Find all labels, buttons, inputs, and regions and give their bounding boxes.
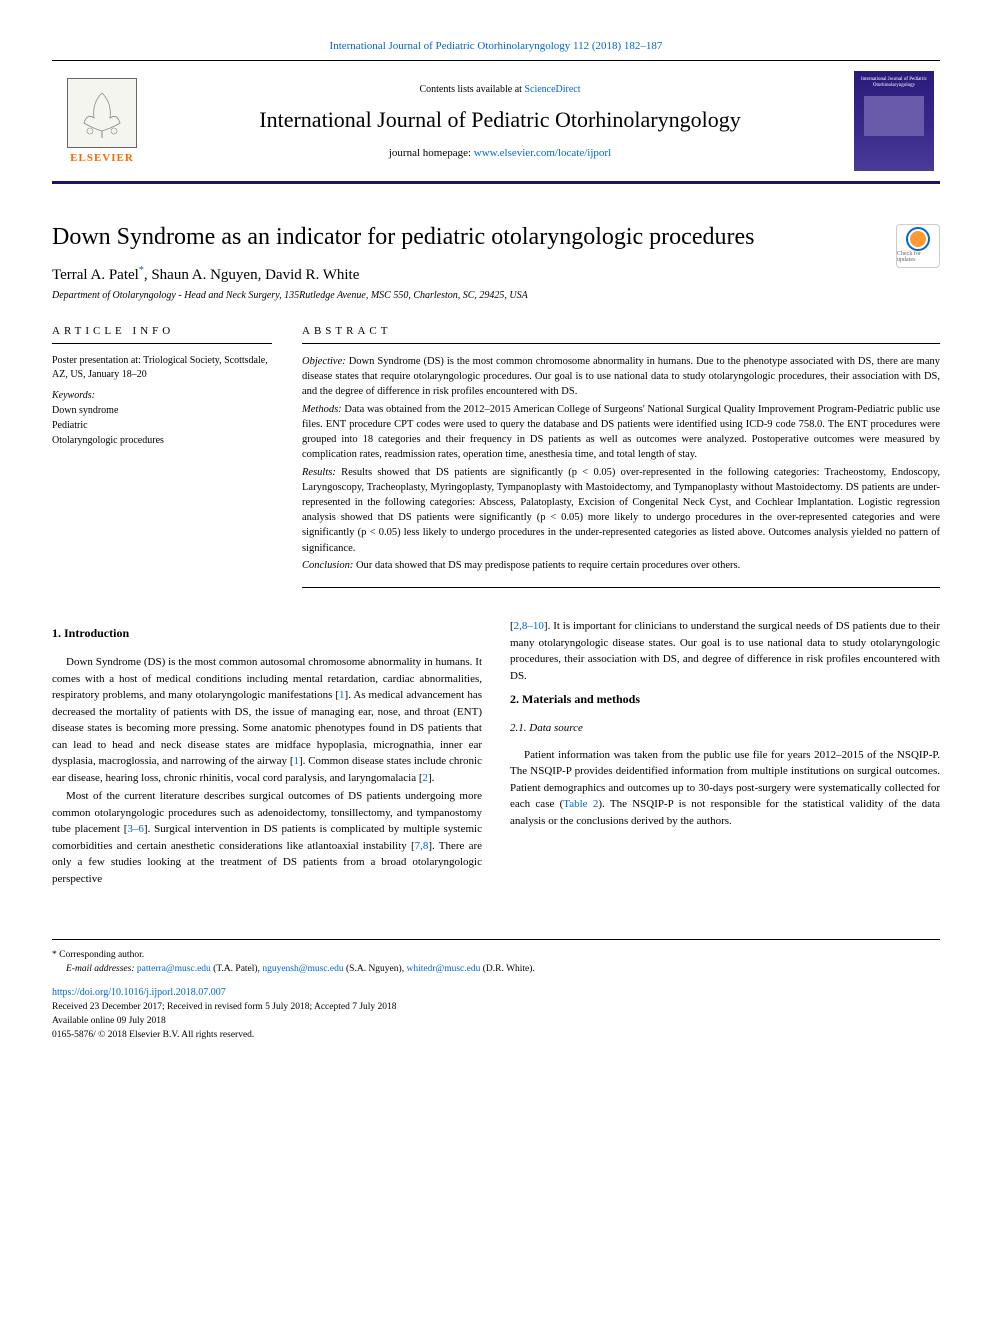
masthead-center: Contents lists available at ScienceDirec… [152,61,848,181]
homepage-label: journal homepage: [389,147,474,159]
cover-thumb-title: International Journal of Pediatric Otorh… [858,77,930,88]
keyword: Otolaryngologic procedures [52,433,272,448]
journal-cover-thumb[interactable]: International Journal of Pediatric Otorh… [854,71,934,171]
authors: Terral A. Patel*, Shaun A. Nguyen, David… [52,265,940,284]
abstract-conclusion: Our data showed that DS may predispose p… [356,560,740,571]
table-2-link[interactable]: Table 2 [563,798,598,810]
author-2: Shaun A. Nguyen [151,267,257,283]
email-2[interactable]: nguyensh@musc.edu [262,964,343,974]
methods-p1: Patient information was taken from the p… [510,747,940,830]
article-title: Down Syndrome as an indicator for pediat… [52,224,940,251]
author-1: Terral A. Patel [52,267,139,283]
doi-link[interactable]: https://doi.org/10.1016/j.ijporl.2018.07… [52,987,226,998]
email-1-name: (T.A. Patel), [213,964,262,974]
email-label: E-mail addresses: [66,964,137,974]
email-line: E-mail addresses: patterra@musc.edu (T.A… [52,962,940,976]
intro-p2: Most of the current literature describes… [52,788,482,887]
ref-link-2-8-10[interactable]: 2,8–10 [514,620,544,632]
poster-presentation: Poster presentation at: Triological Soci… [52,354,272,382]
cover-thumb-image [864,96,924,136]
abstract-methods: Data was obtained from the 2012–2015 Ame… [302,404,940,461]
footer: * Corresponding author. E-mail addresses… [52,939,940,1042]
abstract-heading: ABSTRACT [302,325,940,344]
affiliation: Department of Otolaryngology - Head and … [52,290,940,301]
ref-link-1b[interactable]: 1 [293,755,299,767]
abstract: ABSTRACT Objective: Down Syndrome (DS) i… [302,325,940,588]
abstract-results: Results showed that DS patients are sign… [302,467,940,554]
abstract-objective-label: Objective: [302,356,346,367]
body-columns: 1. Introduction Down Syndrome (DS) is th… [52,618,940,889]
check-for-updates-button[interactable]: Check for updates [896,224,940,268]
article-info: ARTICLE INFO Poster presentation at: Tri… [52,325,272,588]
email-3[interactable]: whitedr@musc.edu [406,964,480,974]
keywords-label: Keywords: [52,390,272,401]
email-1[interactable]: patterra@musc.edu [137,964,211,974]
section-2-1-heading: 2.1. Data source [510,720,940,737]
article-info-heading: ARTICLE INFO [52,325,272,344]
homepage-line: journal homepage: www.elsevier.com/locat… [389,147,611,159]
column-left: 1. Introduction Down Syndrome (DS) is th… [52,618,482,889]
journal-citation-link[interactable]: International Journal of Pediatric Otorh… [330,40,663,52]
contents-text: Contents lists available at [419,84,524,95]
publisher-name: ELSEVIER [70,152,134,164]
article-header: Check for updates Down Syndrome as an in… [52,224,940,301]
abstract-methods-label: Methods: [302,404,342,415]
masthead: ELSEVIER Contents lists available at Sci… [52,60,940,184]
section-1-heading: 1. Introduction [52,624,482,642]
abstract-body: Objective: Down Syndrome (DS) is the mos… [302,354,940,588]
keywords-list: Down syndrome Pediatric Otolaryngologic … [52,403,272,448]
ref-link-2[interactable]: 2 [423,772,429,784]
elsevier-tree-icon [67,78,137,148]
ref-link-3-6[interactable]: 3–6 [127,823,144,835]
author-sep: , [258,267,266,283]
email-3-name: (D.R. White). [483,964,535,974]
abstract-objective: Down Syndrome (DS) is the most common ch… [302,356,940,397]
intro-p2-cont: [2,8–10]. It is important for clinicians… [510,618,940,684]
contents-line: Contents lists available at ScienceDirec… [419,84,580,95]
keyword: Pediatric [52,418,272,433]
journal-citation: International Journal of Pediatric Otorh… [52,40,940,52]
info-abstract-row: ARTICLE INFO Poster presentation at: Tri… [52,325,940,588]
received-line: Received 23 December 2017; Received in r… [52,1000,940,1014]
ref-link-7-8[interactable]: 7,8 [415,840,429,852]
sciencedirect-link[interactable]: ScienceDirect [524,84,580,95]
keyword: Down syndrome [52,403,272,418]
copyright-line: 0165-5876/ © 2018 Elsevier B.V. All righ… [52,1028,940,1042]
abstract-conclusion-label: Conclusion: [302,560,353,571]
intro-p1: Down Syndrome (DS) is the most common au… [52,654,482,786]
check-updates-icon [908,229,928,249]
ref-link-1[interactable]: 1 [339,689,345,701]
section-2-heading: 2. Materials and methods [510,690,940,708]
homepage-link[interactable]: www.elsevier.com/locate/ijporl [474,147,611,159]
doi-line: https://doi.org/10.1016/j.ijporl.2018.07… [52,985,940,1000]
abstract-results-label: Results: [302,467,336,478]
journal-name: International Journal of Pediatric Otorh… [259,107,740,133]
check-updates-label: Check for updates [897,251,939,263]
column-right: [2,8–10]. It is important for clinicians… [510,618,940,889]
email-2-name: (S.A. Nguyen), [346,964,406,974]
corresponding-note: * Corresponding author. [52,948,940,962]
online-line: Available online 09 July 2018 [52,1014,940,1028]
publisher-logo[interactable]: ELSEVIER [52,61,152,181]
author-3: David R. White [265,267,359,283]
